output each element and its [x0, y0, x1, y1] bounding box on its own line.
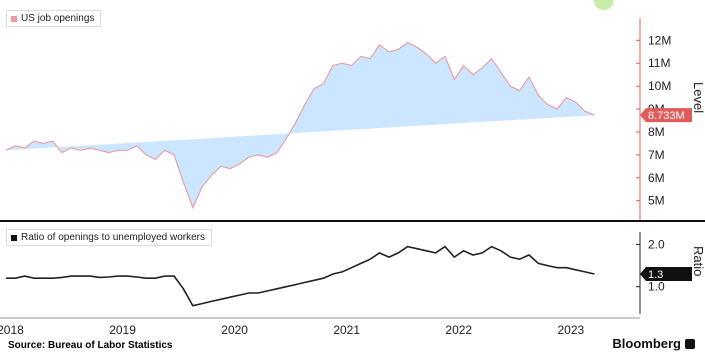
legend-swatch-black — [11, 234, 17, 241]
x-tick-label: 2022 — [445, 323, 473, 337]
x-tick-label: 2019 — [109, 323, 136, 337]
x-tick-label: 2023 — [557, 323, 585, 337]
last-value-label: 1.3 — [648, 269, 663, 281]
x-tick-label: 2021 — [333, 323, 361, 337]
y-tick-label: 7M — [648, 148, 665, 162]
bloomberg-mark-icon — [685, 338, 695, 349]
legend-ratio: Ratio of openings to unemployed workers — [6, 229, 212, 246]
y-tick-label: 12M — [648, 33, 671, 47]
brand-logo: Bloomberg — [612, 336, 695, 351]
y-tick-label: 11M — [648, 56, 670, 70]
legend-job-openings: US job openings — [6, 10, 102, 27]
last-value-label: 8.733M — [648, 110, 685, 122]
last-value-highlight — [593, 0, 614, 10]
series-line-job-openings — [5, 41, 595, 210]
x-tick-label: 2018 — [0, 323, 24, 337]
x-tick-label: 2020 — [221, 323, 248, 337]
legend-label-job-openings: US job openings — [21, 13, 95, 24]
legend-swatch-pink — [11, 15, 17, 22]
y-tick-label: 2.0 — [648, 237, 665, 251]
last-value-badge — [640, 108, 692, 123]
series-line-ratio — [6, 245, 595, 307]
y-tick-label: 6M — [648, 171, 665, 185]
axis-title-ratio: Ratio — [691, 246, 705, 277]
job-openings-panel: 5M6M7M8M9M10M11M12M8.733M — [5, 0, 692, 221]
y-tick-label: 10M — [648, 79, 671, 93]
axis-title-level: Level — [691, 82, 705, 114]
brand-name: Bloomberg — [612, 336, 681, 351]
y-tick-label: 1.0 — [648, 280, 665, 294]
source-note: Source: Bureau of Labor Statistics — [8, 340, 173, 351]
ratio-panel: 1.0 2.0 1.3 — [6, 232, 692, 314]
last-value-badge — [640, 267, 692, 281]
y-tick-label: 5M — [648, 194, 665, 208]
series-area-job-openings — [6, 42, 595, 208]
y-tick-label: 8M — [648, 125, 665, 139]
legend-label-ratio: Ratio of openings to unemployed workers — [21, 232, 205, 243]
